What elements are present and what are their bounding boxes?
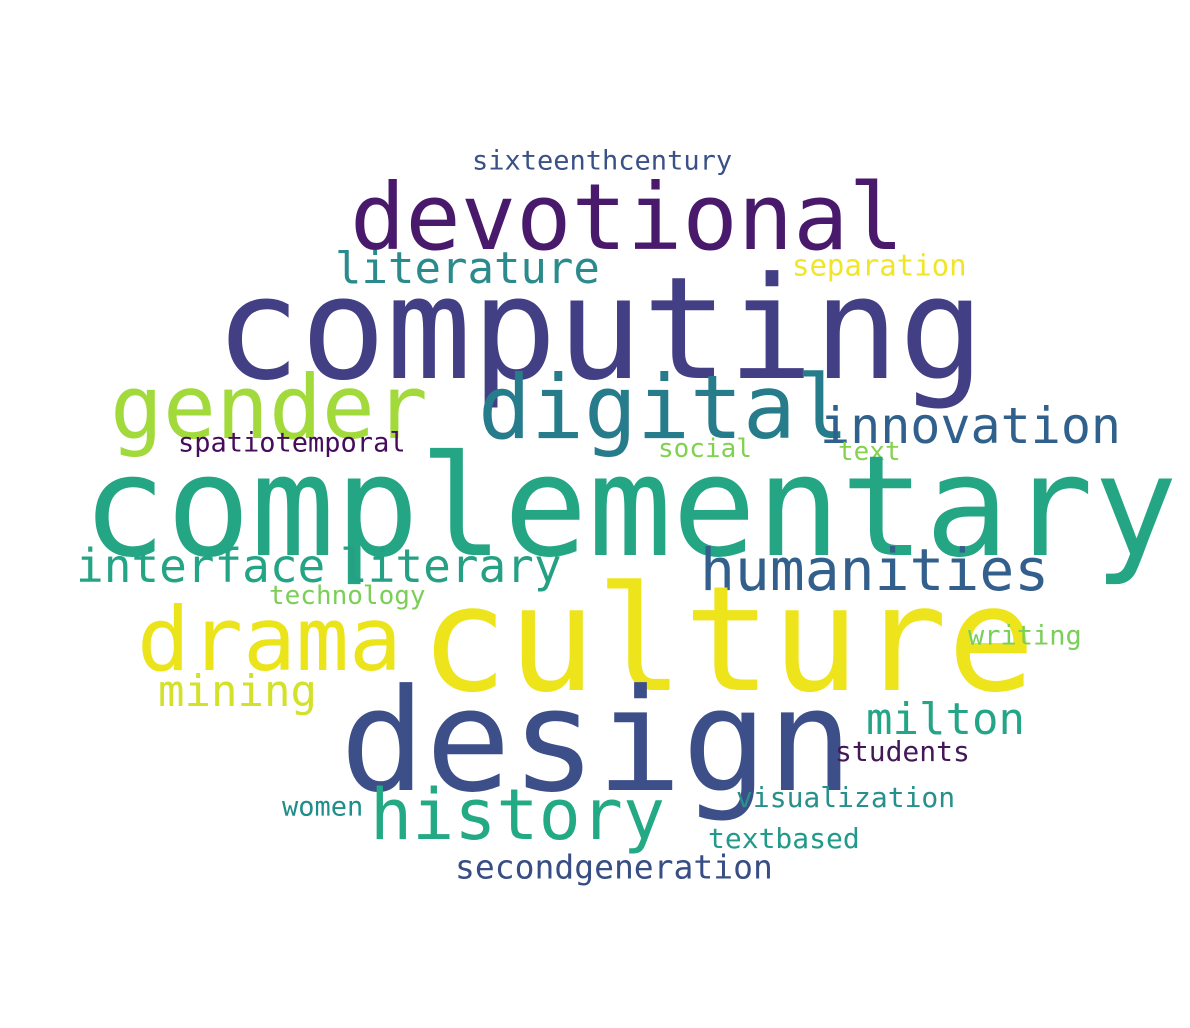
word-drama: drama [137,588,402,691]
word-textbased: textbased [708,822,860,855]
word-literature: literature [335,243,600,294]
word-social: social [658,434,752,464]
word-separation: separation [792,248,967,283]
word-text: text [838,437,901,467]
word-humanities: humanities [700,536,1050,604]
word-visualization: visualization [736,781,956,814]
word-literary: literary [340,539,562,593]
word-innovation: innovation [820,397,1122,455]
word-culture: culture [420,555,1036,725]
word-gender: gender [110,356,428,459]
word-secondgeneration: secondgeneration [455,847,773,887]
word-sixteenthcentury: sixteenthcentury [472,145,733,177]
word-devotional: devotional [350,164,904,271]
word-mining: mining [158,666,317,717]
word-milton: milton [866,694,1025,745]
word-history: history [370,774,666,856]
word-computing: computing [215,247,985,412]
word-digital: digital [478,356,849,459]
word-students: students [835,735,970,768]
word-women: women [282,791,364,823]
word-writing: writing [968,620,1082,652]
word-design: design [340,659,853,824]
word-spatiotemporal: spatiotemporal [178,427,406,459]
word-interface: interface [76,539,326,593]
word-technology: technology [269,581,426,611]
word-complementary: complementary [82,426,1178,589]
